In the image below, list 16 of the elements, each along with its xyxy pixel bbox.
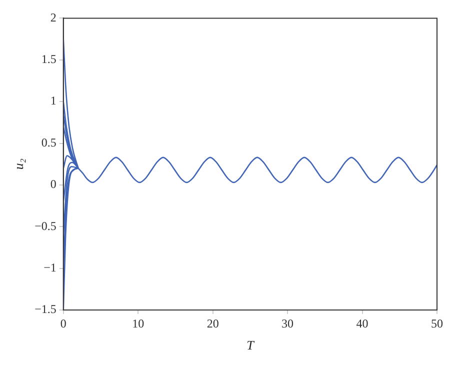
- x-tick-label: 10: [132, 316, 144, 330]
- x-tick-label: 50: [431, 316, 443, 330]
- x-tick-label: 20: [206, 316, 219, 330]
- y-tick-label: −1.5: [34, 302, 56, 316]
- x-axis-title: T: [246, 338, 255, 353]
- y-axis-title: u₂: [11, 158, 26, 170]
- y-tick-label: −1: [44, 260, 56, 274]
- x-tick-label: 30: [282, 316, 294, 330]
- y-tick-label: −0.5: [34, 218, 56, 233]
- y-tick-label: 0: [50, 177, 56, 192]
- x-tick-label: 0: [60, 316, 66, 330]
- y-tick-label: 1.5: [41, 52, 56, 66]
- y-tick-label: 2: [50, 10, 56, 24]
- y-tick-label: 0.5: [41, 135, 56, 150]
- y-tick-label: 1: [50, 94, 56, 108]
- x-tick-label: 40: [356, 316, 368, 330]
